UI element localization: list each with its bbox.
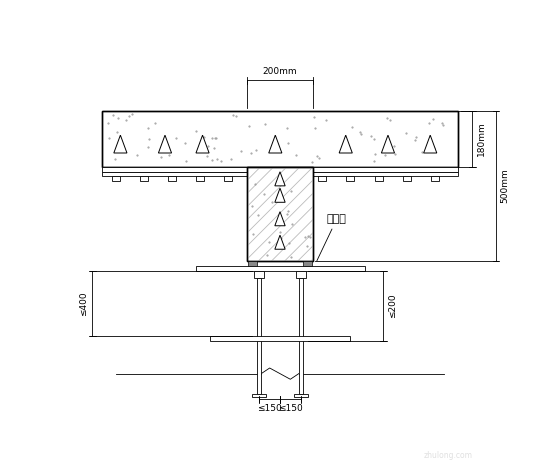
Bar [318, 177, 326, 180]
Bar [299, 278, 303, 394]
Bar [248, 261, 256, 266]
Text: 200mm: 200mm [263, 67, 297, 76]
Bar [375, 177, 382, 180]
Bar [247, 167, 313, 261]
Bar [209, 336, 351, 341]
Polygon shape [424, 135, 437, 153]
Bar [101, 111, 459, 167]
Text: ≤150: ≤150 [257, 404, 282, 413]
Bar [431, 177, 439, 180]
Polygon shape [269, 135, 282, 153]
Bar [140, 177, 148, 180]
Bar [347, 177, 354, 180]
Polygon shape [275, 235, 285, 249]
Polygon shape [275, 172, 285, 186]
Bar [196, 177, 204, 180]
Bar [257, 278, 261, 394]
Text: zhulong.com: zhulong.com [423, 451, 473, 460]
Bar [225, 177, 232, 180]
Text: ≤200: ≤200 [388, 294, 397, 318]
Bar [304, 261, 312, 266]
Bar [403, 177, 410, 180]
Bar [313, 167, 459, 172]
Bar [101, 167, 247, 172]
Polygon shape [339, 135, 352, 153]
Bar [296, 271, 306, 278]
Bar [111, 177, 120, 180]
Polygon shape [381, 135, 395, 153]
Bar [254, 271, 264, 278]
Polygon shape [196, 135, 209, 153]
Text: ≤150: ≤150 [278, 404, 303, 413]
Polygon shape [275, 212, 285, 226]
Bar [168, 177, 176, 180]
Bar [101, 172, 247, 177]
Bar [195, 266, 365, 271]
Bar [101, 111, 459, 167]
Text: 步步紧: 步步紧 [317, 214, 347, 261]
Polygon shape [114, 135, 127, 153]
Bar [294, 394, 308, 397]
Text: 500mm: 500mm [501, 169, 510, 203]
Text: 180mm: 180mm [477, 122, 486, 156]
Bar [252, 394, 266, 397]
Bar [313, 172, 459, 177]
Bar [247, 167, 313, 261]
Polygon shape [275, 188, 285, 202]
Text: ≤400: ≤400 [78, 291, 87, 316]
Polygon shape [158, 135, 171, 153]
